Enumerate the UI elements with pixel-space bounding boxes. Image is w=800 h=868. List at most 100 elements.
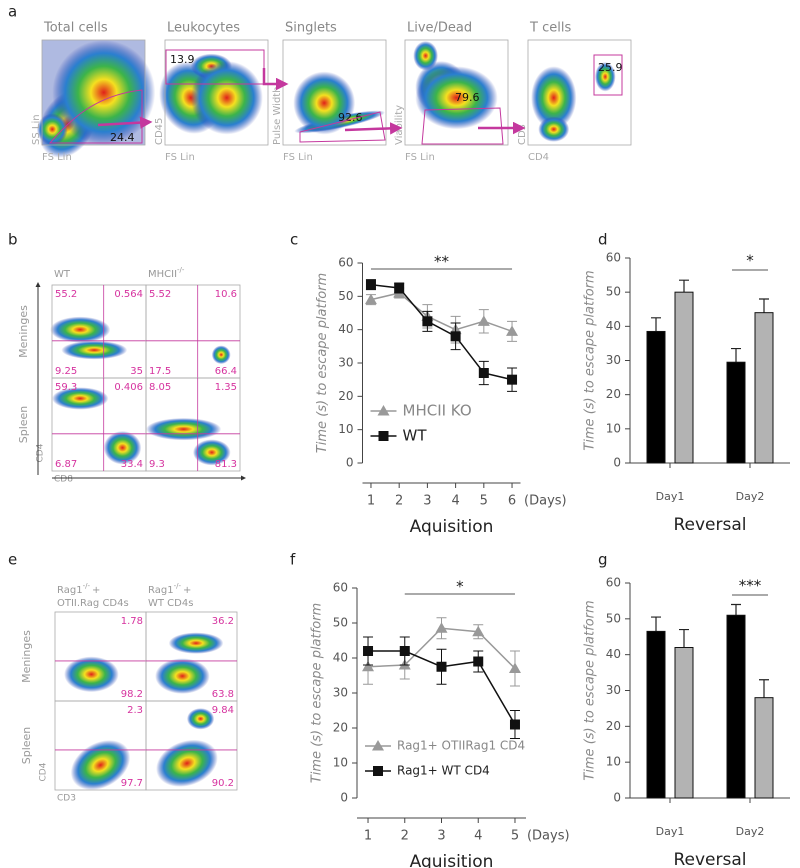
gate-value: 25.9	[598, 61, 623, 74]
y-axis-title: Time (s) to escape platform	[315, 273, 330, 453]
x-unit: (Days)	[527, 829, 570, 844]
column-label-sup: -/-	[174, 582, 182, 590]
x-axis-label: FS Lin	[42, 152, 72, 163]
x-axis-title: Reversal	[673, 850, 746, 868]
x-tick-label: Day2	[736, 825, 765, 838]
column-label: MHCII-/-	[148, 266, 185, 280]
density-cloud	[413, 41, 438, 71]
y-axis-title: Time (s) to escape platform	[310, 603, 325, 783]
legend-marker	[377, 405, 390, 416]
significance-label: **	[434, 253, 450, 271]
y-axis-label: Pulse Width	[272, 86, 283, 145]
density-cloud	[531, 66, 577, 130]
y-tick-label: 40	[606, 319, 621, 333]
x-tick-label: 2	[395, 494, 403, 509]
quadrant-value: 35	[130, 366, 143, 377]
column-label-sup: -/-	[177, 266, 185, 274]
x-tick-label: 4	[474, 829, 482, 844]
gate-title: Leukocytes	[167, 21, 240, 36]
x-axis-label: CD8	[54, 475, 73, 485]
data-point	[436, 661, 447, 672]
x-tick-label: 1	[364, 829, 372, 844]
density-cloud	[190, 61, 263, 135]
y-tick-label: 60	[606, 251, 621, 265]
gate-title: T cells	[529, 21, 571, 36]
x-axis-label: FS Lin	[283, 152, 313, 163]
quadrant-value: 0.564	[114, 289, 143, 300]
column-label-text: MHCII	[148, 269, 177, 280]
error-bar	[679, 279, 689, 293]
gate-arrow	[262, 68, 289, 91]
error-bar	[651, 317, 661, 332]
y-tick-label: 30	[606, 353, 621, 367]
x-axis-label: FS Lin	[165, 152, 195, 163]
gate	[165, 49, 265, 85]
x-tick-label: Day2	[736, 490, 765, 503]
quadrant-value: 90.2	[212, 778, 234, 789]
data-point	[394, 283, 405, 293]
density-cloud	[70, 740, 131, 791]
legend-marker	[372, 740, 384, 751]
plot-frame	[145, 377, 241, 472]
x-tick-label: 3	[423, 494, 431, 509]
panel-label: b	[8, 231, 18, 249]
panel-label: a	[8, 3, 17, 21]
x-tick-label: 2	[401, 829, 409, 844]
error-bar	[731, 347, 741, 363]
x-axis-label: CD3	[57, 794, 76, 804]
data-point	[435, 622, 448, 633]
row-label: Spleen	[17, 406, 30, 444]
density-cloud	[50, 316, 111, 343]
legend-label: WT	[403, 427, 428, 445]
error-bar	[759, 679, 769, 698]
gate-arrow	[97, 116, 153, 129]
row-label: Spleen	[20, 727, 33, 765]
error-bar	[731, 603, 741, 616]
gate	[48, 89, 143, 144]
gate	[299, 111, 386, 143]
x-axis-title: Aquisition	[410, 852, 494, 868]
x-tick-label: 4	[451, 494, 459, 509]
series-line	[370, 283, 513, 381]
data-point	[363, 646, 374, 656]
data-point	[472, 625, 485, 637]
x-unit: (Days)	[524, 494, 567, 509]
density-cloud	[51, 387, 109, 410]
x-tick-label: 5	[511, 829, 519, 844]
y-tick-label: 40	[333, 651, 348, 665]
y-tick-label: 50	[338, 289, 353, 303]
series-line	[370, 292, 513, 333]
quadrant-value: 5.52	[149, 289, 171, 300]
gate-title: Live/Dead	[407, 21, 472, 36]
data-point	[477, 315, 490, 326]
column-label-sup: -/-	[83, 582, 91, 590]
y-tick-label: 40	[338, 322, 353, 336]
quadrant-value: 0.406	[114, 382, 143, 393]
y-tick-label: 0	[613, 791, 621, 805]
legend-marker	[378, 431, 389, 441]
column-label-line2: WT CD4s	[148, 598, 193, 609]
quadrant-value: 8.05	[149, 382, 171, 393]
density-cloud	[415, 66, 498, 130]
bar	[674, 291, 694, 464]
density-cloud	[146, 417, 222, 441]
plot-frame	[404, 39, 509, 146]
y-tick-label: 0	[346, 456, 354, 470]
significance-label: ***	[739, 577, 762, 595]
plot-frame	[282, 39, 387, 146]
panel-label: g	[598, 551, 608, 569]
y-axis-label: CD4	[39, 762, 49, 781]
error-bar	[759, 298, 769, 313]
x-tick-label: Day1	[656, 490, 685, 503]
quadrant-value: 1.35	[215, 382, 237, 393]
data-point	[422, 316, 433, 327]
x-tick-label: 5	[480, 494, 488, 509]
data-point	[506, 325, 519, 336]
data-point	[507, 374, 518, 385]
density-cloud	[155, 658, 210, 694]
quadrant-value: 17.5	[149, 366, 171, 377]
quadrant-value: 6.87	[55, 459, 77, 470]
density-cloud	[293, 71, 356, 135]
gate	[593, 54, 623, 96]
y-axis-title: Time (s) to escape platform	[583, 600, 598, 780]
